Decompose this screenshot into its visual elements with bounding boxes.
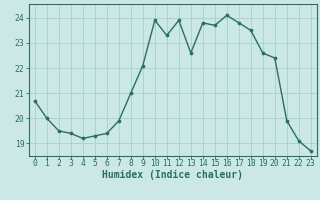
X-axis label: Humidex (Indice chaleur): Humidex (Indice chaleur) <box>102 170 243 180</box>
